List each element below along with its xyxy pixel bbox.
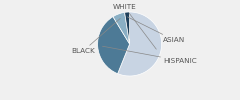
- Text: BLACK: BLACK: [71, 18, 120, 54]
- Wedge shape: [98, 17, 130, 74]
- Wedge shape: [118, 12, 162, 76]
- Wedge shape: [113, 12, 130, 44]
- Text: WHITE: WHITE: [113, 4, 156, 49]
- Text: HISPANIC: HISPANIC: [102, 46, 197, 64]
- Text: ASIAN: ASIAN: [127, 17, 186, 43]
- Wedge shape: [125, 12, 130, 44]
